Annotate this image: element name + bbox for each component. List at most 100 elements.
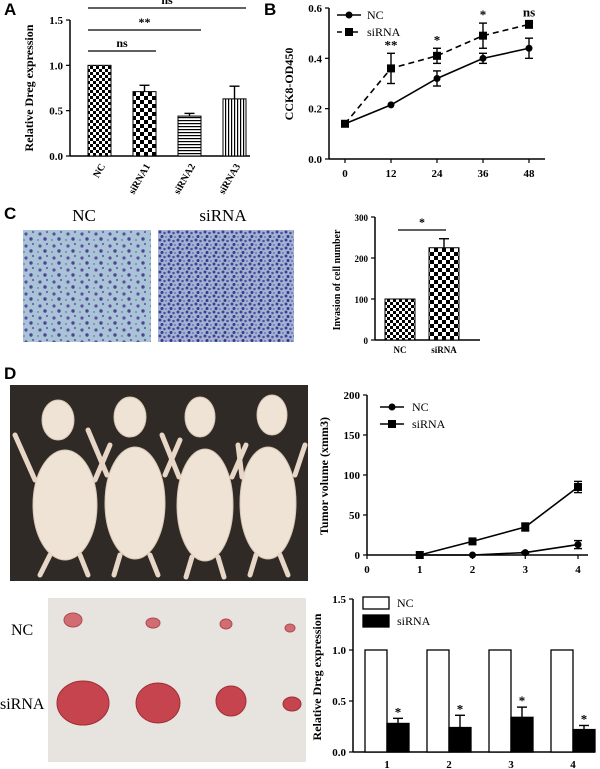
a-significance-label: ns <box>161 0 173 7</box>
a-y-tick-label: 1.0 <box>49 60 63 72</box>
chart-d-relative-expression: 0.0 0.5 1.0 1.5 Relative Dreg expression * 1 * 2… <box>310 594 596 769</box>
b-annotation: * <box>434 32 441 47</box>
de-legend-swatch <box>362 596 390 610</box>
chart-c-invasion: 0 100 200 300 Invasion of cell number NC siRNA… <box>332 213 480 355</box>
b-series-line-siRNA <box>344 23 530 125</box>
dv-series-line-siRNA <box>419 543 579 556</box>
photo-label-nc: NC <box>72 206 96 225</box>
dv-point-siRNA <box>469 551 476 559</box>
c-y-tick-label: 100 <box>355 295 369 305</box>
b-y-tick-label: 0.0 <box>308 154 322 166</box>
de-bar-NC <box>426 649 450 753</box>
de-y-label: Relative Dreg expression <box>310 613 324 740</box>
c-significance-label: * <box>419 215 425 229</box>
de-y-tick-label: 1.5 <box>332 594 346 606</box>
dv-legend-label: NC <box>412 400 429 414</box>
de-x-tick-label: 1 <box>384 759 390 769</box>
de-annotation: * <box>457 701 464 716</box>
de-x-tick-label: 3 <box>508 759 514 769</box>
a-x-tick-label: siRNA1 <box>127 162 153 196</box>
dv-point-NC <box>468 537 477 546</box>
c-y-tick-label: 0 <box>364 336 369 346</box>
a-bar-siRNA2 <box>177 115 202 157</box>
b-point-siRNA <box>479 31 487 40</box>
de-y-tick-label: 0.0 <box>332 747 346 759</box>
dv-x-tick-label: 2 <box>470 564 476 576</box>
panel-letter-d: D <box>4 364 17 383</box>
a-bar-siRNA1 <box>132 91 157 157</box>
b-x-tick-label: 36 <box>478 168 490 180</box>
panel-letter-a: A <box>4 0 17 19</box>
tumor-row-label-sirna: siRNA <box>0 696 45 713</box>
dv-y-tick-label: 200 <box>344 390 361 402</box>
dv-x-tick-label: 4 <box>575 564 581 576</box>
dv-series-line-NC <box>419 486 579 556</box>
panel-letter-c: C <box>4 204 17 223</box>
c-x-tick-label: siRNA <box>431 345 457 355</box>
de-y-tick-label: 1.0 <box>332 645 346 657</box>
b-y-tick-label: 0.2 <box>308 104 322 116</box>
a-y-tick-label: 0.0 <box>49 151 63 163</box>
c-y-label: Invasion of cell number <box>332 229 343 330</box>
c-y-tick-label: 300 <box>355 213 369 223</box>
a-significance-label: ** <box>139 15 151 29</box>
a-x-tick-label: siRNA3 <box>217 162 243 196</box>
invasion-photo-sirna <box>158 230 294 342</box>
b-annotation: ** <box>385 37 398 52</box>
de-legend-label: NC <box>397 596 414 610</box>
c-bar-siRNA <box>428 247 460 341</box>
dv-y-tick-label: 150 <box>344 430 361 442</box>
dv-x-tick-label: 0 <box>364 564 370 576</box>
invasion-photo-nc <box>23 230 151 342</box>
de-legend-swatch <box>362 614 390 628</box>
b-y-label: CCK8-OD450 <box>282 48 296 121</box>
dv-point-siRNA <box>574 541 582 549</box>
tumors-photo <box>48 598 306 762</box>
b-point-NC <box>479 54 487 62</box>
de-annotation: * <box>395 704 402 719</box>
b-x-tick-label: 0 <box>342 168 348 180</box>
dv-point-siRNA <box>521 549 529 557</box>
a-significance-label: ns <box>116 36 128 50</box>
photo-label-sirna: siRNA <box>199 206 247 225</box>
b-x-tick-label: 48 <box>524 168 536 180</box>
dv-legend-label: siRNA <box>412 417 446 431</box>
b-annotation: * <box>480 7 487 22</box>
c-bar-NC <box>384 298 416 341</box>
de-bar-NC <box>550 649 574 753</box>
de-bar-NC <box>364 649 388 753</box>
mouse-4 <box>239 394 297 560</box>
de-annotation: * <box>581 711 588 726</box>
dv-legend-marker <box>388 420 396 428</box>
b-x-tick-label: 12 <box>386 168 398 180</box>
mouse-1 <box>32 399 98 561</box>
dv-y-tick-label: 50 <box>349 510 361 522</box>
b-legend-marker <box>345 28 353 36</box>
dv-y-label: Tumor volume (xmm3) <box>317 417 331 535</box>
b-point-siRNA <box>387 64 395 73</box>
dv-x-tick-label: 1 <box>417 564 423 576</box>
de-bar-NC <box>488 649 512 753</box>
de-x-tick-label: 4 <box>570 759 576 769</box>
a-bar-NC <box>87 64 112 157</box>
c-y-tick-label: 200 <box>355 254 369 264</box>
a-y-tick-label: 0.5 <box>49 106 63 118</box>
chart-d-tumor-volume: 0 50 100 150 200 Tumor volume (xmm3) 0 1 2 3 4 NC si… <box>317 390 588 576</box>
b-x-tick-label: 24 <box>432 168 444 180</box>
c-x-tick-label: NC <box>394 345 407 355</box>
a-bar-siRNA3 <box>222 98 247 157</box>
b-point-NC <box>387 101 395 109</box>
a-x-tick-label: siRNA2 <box>172 162 198 196</box>
de-legend-label: siRNA <box>397 614 431 628</box>
b-point-siRNA <box>525 20 533 29</box>
a-y-tick-label: 1.5 <box>49 15 63 27</box>
dv-point-siRNA <box>416 551 424 559</box>
de-y-tick-label: 0.5 <box>332 696 346 708</box>
de-bar-siRNA <box>386 722 410 753</box>
de-annotation: * <box>519 693 526 708</box>
de-x-tick-label: 2 <box>446 759 452 769</box>
b-point-siRNA <box>433 51 441 60</box>
mice-photo <box>10 385 308 581</box>
tumor-row-label-nc: NC <box>11 622 34 639</box>
b-legend-label: siRNA <box>367 25 401 39</box>
